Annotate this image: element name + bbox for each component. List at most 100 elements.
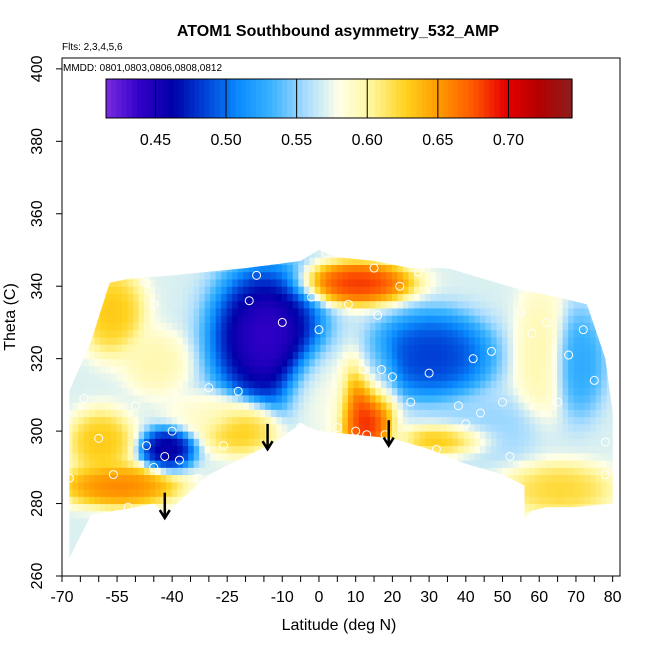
heatmap-cell	[215, 365, 223, 374]
heatmap-cell	[507, 271, 515, 280]
heatmap-cell	[232, 466, 239, 476]
heatmap-cell	[375, 329, 382, 338]
heatmap-cell	[386, 372, 393, 381]
heatmap-cell	[375, 568, 382, 576]
heatmap-cell	[502, 358, 509, 367]
heatmap-cell	[584, 271, 592, 280]
heatmap-cell	[237, 437, 245, 447]
heatmap-cell	[193, 372, 201, 381]
heatmap-cell	[529, 372, 537, 381]
heatmap-cell	[100, 568, 107, 576]
heatmap-cell	[397, 445, 404, 454]
heatmap-cell	[557, 466, 564, 476]
heatmap-cell	[270, 394, 278, 403]
heatmap-cell	[419, 336, 426, 345]
heatmap-cell	[425, 568, 432, 576]
heatmap-cell	[111, 372, 118, 381]
heatmap-cell	[540, 394, 548, 403]
heatmap-cell	[210, 423, 217, 432]
heatmap-cell	[480, 343, 487, 352]
heatmap-cell	[204, 503, 212, 512]
heatmap-cell	[529, 510, 537, 519]
heatmap-cell	[595, 256, 603, 265]
heatmap-cell	[243, 372, 250, 381]
heatmap-cell	[590, 249, 597, 251]
heatmap-cell	[618, 358, 625, 366]
heatmap-cell	[193, 524, 201, 534]
heatmap-cell	[612, 408, 613, 418]
heatmap-cell	[441, 495, 448, 505]
heatmap-cell	[105, 532, 113, 541]
heatmap-cell	[144, 452, 151, 461]
heatmap-cell	[507, 437, 515, 447]
heatmap-cell	[485, 249, 493, 251]
heatmap-cell	[320, 546, 327, 555]
heatmap-cell	[149, 416, 157, 425]
heatmap-cell	[353, 314, 360, 323]
heatmap-cell	[270, 546, 278, 555]
heatmap-cell	[540, 459, 548, 468]
heatmap-cell	[424, 430, 432, 439]
heatmap-cell	[457, 271, 465, 280]
heatmap-cell	[298, 452, 305, 461]
heatmap-cell	[155, 539, 162, 548]
heatmap-cell	[177, 256, 184, 265]
heatmap-cell	[287, 271, 294, 280]
heatmap-cell	[314, 249, 322, 258]
heatmap-cell	[69, 263, 74, 273]
heatmap-cell	[408, 307, 415, 316]
heatmap-cell	[480, 365, 487, 374]
heatmap-cell	[568, 387, 575, 396]
heatmap-cell	[413, 459, 421, 468]
heatmap-cell	[535, 314, 542, 323]
heatmap-cell	[430, 394, 437, 403]
heatmap-cell	[226, 343, 234, 352]
heatmap-cell	[551, 546, 559, 555]
heatmap-cell	[133, 466, 140, 476]
heatmap-cell	[457, 495, 465, 505]
heatmap-cell	[276, 387, 283, 396]
heatmap-cell	[287, 235, 294, 243]
heatmap-cell	[408, 459, 415, 468]
heatmap-cell	[309, 503, 316, 512]
heatmap-cell	[331, 249, 338, 251]
heatmap-cell	[446, 495, 454, 505]
heatmap-cell	[546, 249, 553, 251]
heatmap-cell	[188, 503, 195, 512]
heatmap-cell	[557, 249, 564, 251]
colorbar-segment	[509, 79, 516, 118]
heatmap-cell	[381, 235, 388, 243]
heatmap-cell	[171, 546, 179, 555]
heatmap-cell	[518, 372, 526, 381]
heatmap-cell	[237, 307, 245, 316]
heatmap-cell	[89, 235, 96, 243]
heatmap-cell	[524, 430, 531, 439]
heatmap-cell	[463, 300, 470, 309]
heatmap-cell	[358, 350, 366, 360]
heatmap-cell	[182, 459, 190, 468]
heatmap-cell	[369, 532, 377, 541]
heatmap-cell	[491, 249, 498, 251]
heatmap-cell	[232, 430, 239, 439]
heatmap-cell	[149, 510, 157, 519]
heatmap-cell	[612, 517, 613, 526]
heatmap-cell	[380, 387, 388, 396]
heatmap-cell	[446, 387, 454, 396]
heatmap-cell	[314, 488, 322, 497]
heatmap-cell	[419, 532, 426, 541]
heatmap-cell	[100, 408, 107, 418]
heatmap-cell	[127, 263, 135, 273]
heatmap-cell	[452, 481, 459, 490]
heatmap-cell	[584, 546, 592, 555]
heatmap-cell	[94, 350, 102, 360]
heatmap-cell	[590, 394, 597, 403]
heatmap-cell	[210, 452, 217, 461]
heatmap-cell	[347, 445, 355, 454]
heatmap-cell	[122, 307, 129, 316]
heatmap-cell	[226, 321, 234, 331]
heatmap-cell	[276, 235, 283, 243]
heatmap-cell	[524, 510, 531, 519]
heatmap-cell	[259, 524, 267, 534]
heatmap-cell	[325, 336, 333, 345]
heatmap-cell	[618, 344, 625, 352]
